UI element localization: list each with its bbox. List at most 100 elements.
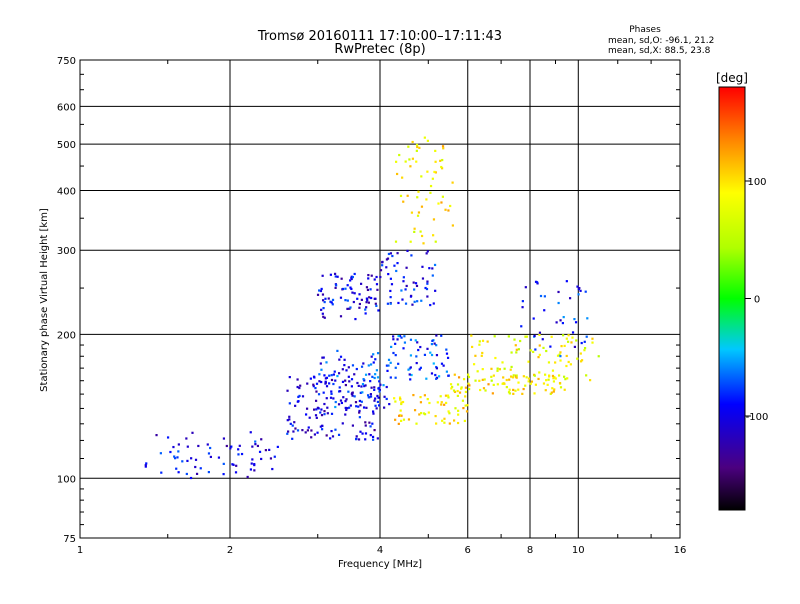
data-point <box>411 303 414 306</box>
data-point <box>464 390 468 394</box>
data-point <box>232 463 235 466</box>
data-point <box>441 195 444 198</box>
data-point <box>400 419 403 422</box>
data-point <box>334 405 337 409</box>
data-point <box>331 435 335 438</box>
data-point <box>533 374 536 377</box>
data-point <box>238 444 241 447</box>
data-point <box>385 397 388 401</box>
data-point <box>405 284 408 288</box>
data-point <box>509 368 512 371</box>
data-point <box>510 351 513 354</box>
data-point <box>429 351 432 354</box>
data-point <box>442 364 445 367</box>
y-tick-label: 300 <box>57 246 76 257</box>
data-point <box>442 147 445 150</box>
data-point <box>559 351 562 354</box>
data-point <box>529 349 532 352</box>
data-point <box>268 448 271 451</box>
data-point <box>394 366 397 369</box>
data-point <box>492 383 495 386</box>
data-point <box>476 370 479 373</box>
data-point <box>472 363 476 366</box>
data-point <box>415 149 418 152</box>
data-point <box>316 431 319 434</box>
data-point <box>330 374 333 377</box>
data-point <box>426 282 429 285</box>
data-point <box>402 276 405 279</box>
data-point <box>429 191 432 194</box>
data-point <box>591 341 594 344</box>
data-point <box>559 386 563 389</box>
data-point <box>425 287 429 291</box>
data-point <box>416 196 419 199</box>
data-point <box>357 405 360 408</box>
data-point <box>431 267 434 270</box>
data-point <box>462 378 466 381</box>
data-point <box>385 364 389 367</box>
data-point <box>341 422 344 425</box>
data-point <box>537 377 540 381</box>
data-point <box>386 369 389 372</box>
data-point <box>350 276 353 280</box>
data-point <box>481 368 484 371</box>
data-point <box>408 373 411 376</box>
data-point <box>409 354 413 357</box>
data-point <box>527 380 530 383</box>
data-point <box>373 399 376 402</box>
data-point <box>177 471 180 474</box>
data-point <box>566 340 570 343</box>
data-point <box>397 362 400 365</box>
data-point <box>452 389 456 392</box>
data-point <box>396 338 399 341</box>
data-point <box>588 379 592 382</box>
data-point <box>296 378 299 381</box>
data-point <box>354 317 357 321</box>
data-point <box>250 462 253 465</box>
data-point <box>264 449 267 452</box>
data-point <box>430 372 434 375</box>
data-point <box>191 431 194 434</box>
data-point <box>503 367 506 370</box>
data-point <box>430 353 434 357</box>
data-point <box>319 289 323 293</box>
data-point <box>364 312 367 315</box>
data-point <box>185 472 188 476</box>
data-point <box>173 457 177 460</box>
data-point <box>379 275 382 279</box>
data-point <box>481 378 484 381</box>
data-point <box>522 375 525 378</box>
data-point <box>566 377 569 380</box>
y-tick-label: 75 <box>63 534 76 545</box>
data-point <box>496 383 499 386</box>
data-point <box>332 373 336 376</box>
data-point <box>376 394 379 398</box>
data-points <box>144 136 600 480</box>
data-point <box>348 307 351 310</box>
data-point <box>172 445 175 449</box>
data-point <box>550 391 553 394</box>
data-point <box>367 396 370 399</box>
data-point <box>407 145 410 148</box>
data-point <box>389 277 392 280</box>
data-point <box>501 361 504 364</box>
data-point <box>197 444 200 448</box>
data-point <box>430 343 434 346</box>
colorbar-tick-label: 100 <box>747 177 766 188</box>
data-point <box>402 200 405 203</box>
data-point <box>375 304 378 307</box>
data-point <box>344 383 347 387</box>
data-point <box>462 407 465 410</box>
data-point <box>478 343 481 346</box>
data-point <box>378 380 381 383</box>
data-point <box>145 462 148 465</box>
data-point <box>406 194 409 197</box>
data-point <box>318 289 321 292</box>
data-point <box>444 208 447 211</box>
data-point <box>412 281 415 284</box>
data-point <box>354 401 358 404</box>
data-point <box>490 379 493 382</box>
data-point <box>542 346 545 350</box>
data-point <box>515 348 518 351</box>
data-point <box>235 464 238 467</box>
